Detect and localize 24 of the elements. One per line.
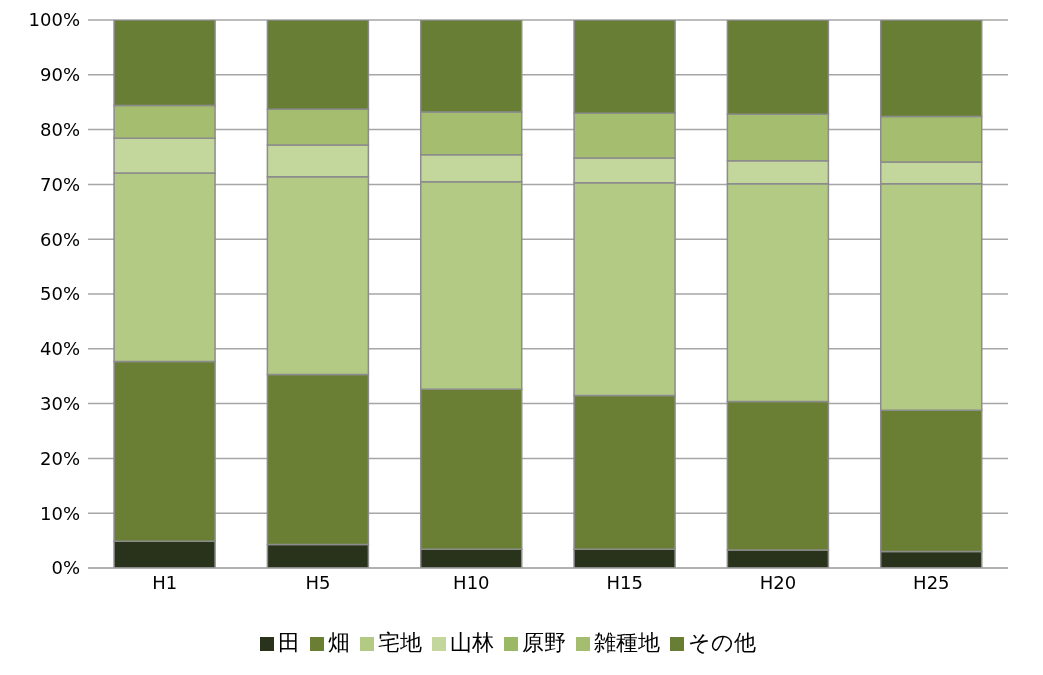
x-tick-label: H1: [152, 571, 178, 593]
y-tick-label: 20%: [39, 447, 80, 469]
legend-label: 山林: [450, 630, 494, 655]
y-tick-label: 70%: [39, 173, 80, 195]
legend-label: 原野: [522, 630, 566, 655]
y-tick-label: 100%: [28, 9, 80, 31]
legend-label: 田: [278, 630, 300, 655]
legend-label: 畑: [328, 630, 350, 655]
x-tick-label: H15: [606, 571, 643, 593]
legend-label: 雑種地: [594, 630, 660, 655]
y-tick-label: 50%: [39, 283, 80, 305]
y-tick-label: 90%: [39, 64, 80, 86]
x-tick-label: H5: [305, 571, 331, 593]
y-tick-label: 80%: [39, 118, 80, 140]
x-tick-label: H25: [913, 571, 950, 593]
x-tick-label: H20: [759, 571, 797, 593]
legend-label: 宅地: [378, 630, 422, 655]
x-tick-label: H10: [453, 571, 490, 593]
y-tick-label: 0%: [51, 557, 80, 579]
y-tick-label: 60%: [39, 228, 80, 250]
legend-label: その他: [688, 630, 756, 655]
y-tick-label: 40%: [39, 338, 80, 360]
y-tick-label: 30%: [39, 392, 80, 414]
y-tick-label: 10%: [39, 502, 80, 524]
